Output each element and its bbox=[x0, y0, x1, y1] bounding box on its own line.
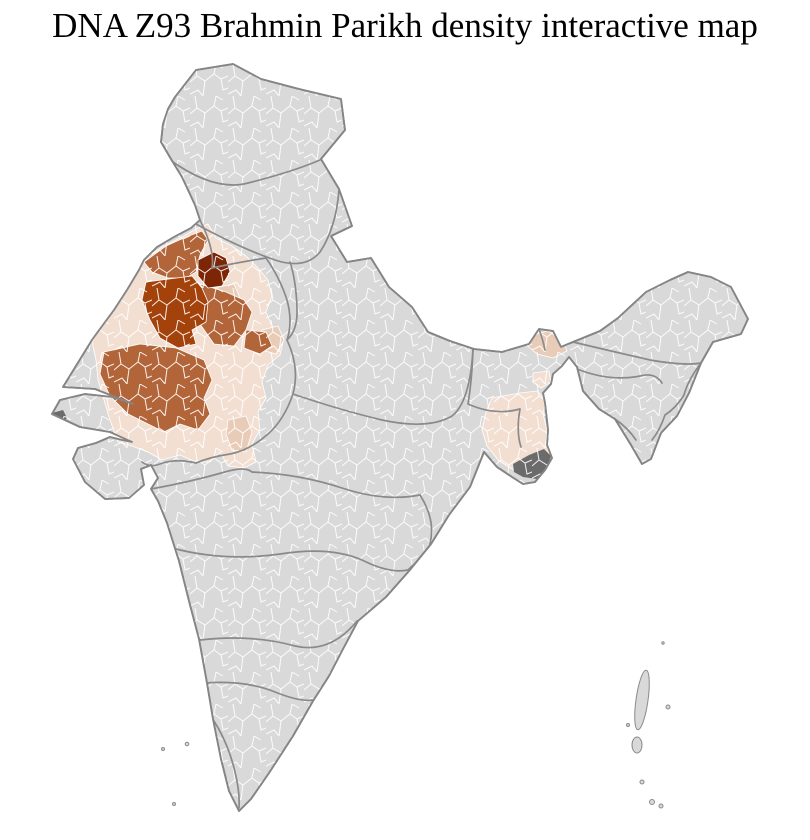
andaman-islet-1[interactable] bbox=[665, 704, 671, 710]
border-hy-rj bbox=[265, 257, 291, 341]
nicobar-islet-1[interactable] bbox=[639, 779, 645, 785]
border-kl-tn bbox=[211, 717, 241, 809]
border-up-mp bbox=[292, 348, 474, 425]
border-ka-ap bbox=[199, 620, 358, 649]
district-grid bbox=[52, 64, 748, 811]
border-rj-gj bbox=[141, 459, 197, 467]
border-mh-tg bbox=[171, 547, 409, 572]
border-nagaland-manipur bbox=[651, 362, 702, 441]
andaman-islet-north[interactable] bbox=[661, 641, 665, 645]
andaman-main-island[interactable] bbox=[632, 669, 652, 731]
state-borders bbox=[141, 159, 702, 809]
lakshadweep-islet-3[interactable] bbox=[172, 802, 176, 806]
country-outline bbox=[51, 63, 749, 812]
border-gj-mh bbox=[150, 468, 253, 490]
border-jk-hp bbox=[169, 159, 321, 186]
border-ka-tn bbox=[205, 681, 314, 702]
border-mp-mh bbox=[251, 471, 421, 499]
andaman-south-island[interactable] bbox=[631, 736, 643, 754]
border-rj-mp bbox=[195, 339, 297, 464]
islands[interactable] bbox=[161, 641, 671, 809]
nicobar-islet-3[interactable] bbox=[658, 803, 664, 809]
border-hp-uk bbox=[195, 189, 340, 265]
border-pb-hy bbox=[199, 219, 267, 269]
border-assam-arunachal bbox=[572, 341, 702, 365]
page-title: DNA Z93 Brahmin Parikh density interacti… bbox=[52, 6, 758, 45]
nicobar-islet-2[interactable] bbox=[649, 799, 655, 805]
border-sikkim bbox=[538, 328, 546, 351]
border-meghalaya bbox=[576, 368, 663, 384]
lakshadweep-islet-1[interactable] bbox=[161, 747, 165, 751]
border-hy-up bbox=[286, 261, 298, 341]
andaman-islet-2[interactable] bbox=[626, 723, 630, 727]
lakshadweep-islet-2[interactable] bbox=[184, 741, 190, 747]
border-bihar-jh-wb bbox=[467, 348, 522, 448]
border-tripura-mizoram bbox=[614, 418, 637, 441]
border-cg-or bbox=[419, 494, 433, 545]
